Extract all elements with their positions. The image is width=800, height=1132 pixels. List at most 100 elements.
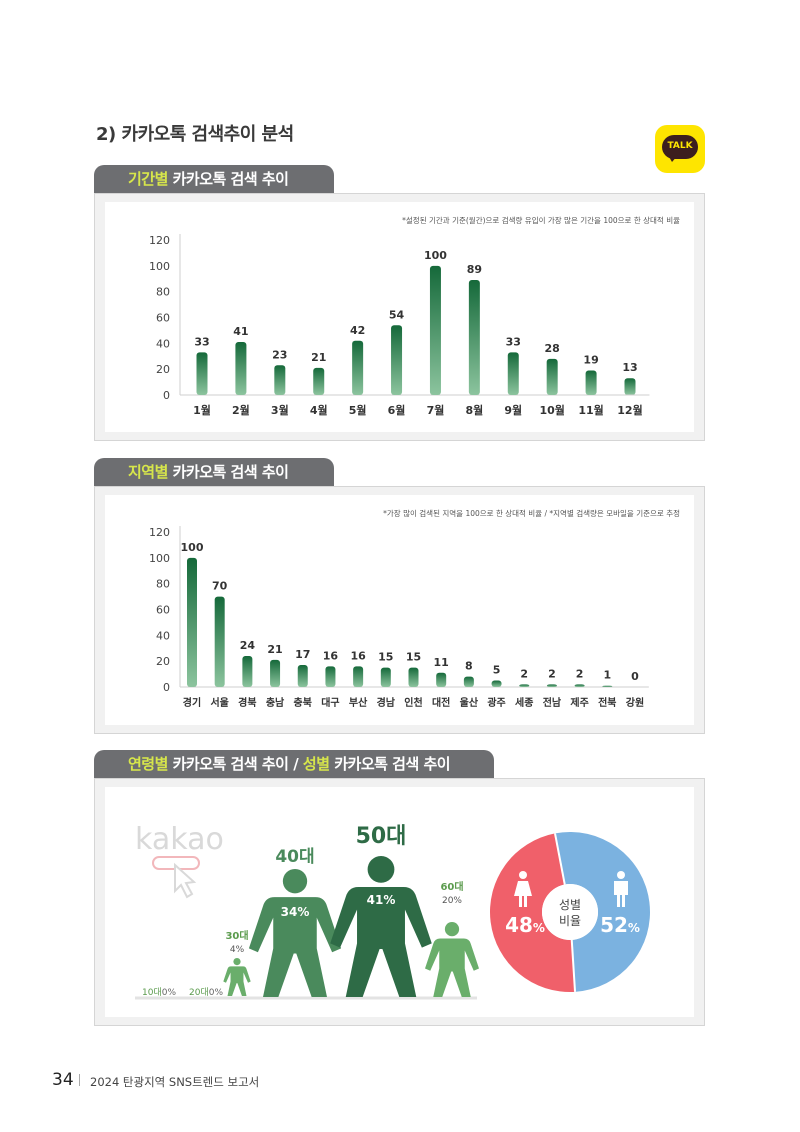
bar: [574, 684, 585, 687]
bar-value-label: 70: [212, 580, 228, 593]
x-category-label: 전남: [543, 696, 562, 709]
x-category-label: 11월: [578, 403, 603, 417]
bar: [602, 685, 613, 687]
regional-tab-highlight: 지역별: [128, 463, 168, 481]
x-category-label: 6월: [388, 403, 406, 417]
page-number: 34: [52, 1070, 74, 1090]
y-tick-label: 120: [149, 234, 170, 247]
regional-bar-chart: 020406080100120100경기70서울24경북21충남17충북16대구…: [149, 526, 649, 709]
x-category-label: 서울: [210, 696, 228, 709]
bar-value-label: 21: [311, 351, 326, 364]
footer-divider: [79, 1074, 80, 1086]
bar: [196, 352, 208, 395]
bar: [463, 676, 474, 687]
bar-value-label: 2: [576, 667, 584, 680]
footer-title: 2024 탄광지역 SNS트렌드 보고서: [90, 1075, 260, 1089]
bar: [436, 672, 447, 687]
x-category-label: 9월: [504, 403, 522, 417]
x-category-label: 대구: [321, 696, 339, 709]
bar-value-label: 8: [465, 660, 473, 673]
bar: [519, 684, 530, 687]
monthly-section-tab: 기간별 카카오톡 검색 추이: [94, 165, 334, 193]
age-tab-highlight: 연령별: [128, 755, 168, 773]
monthly-tab-text: 카카오톡 검색 추이: [167, 170, 289, 188]
bar-value-label: 89: [467, 263, 482, 276]
bar-value-label: 2: [548, 667, 556, 680]
y-tick-label: 40: [156, 629, 170, 642]
bar: [274, 365, 286, 395]
bar-value-label: 16: [323, 649, 339, 662]
regional-note: *가장 많이 검색된 지역을 100으로 한 상대적 비율 / *지역별 검색량…: [383, 509, 680, 518]
age-group-label: 60대: [440, 880, 463, 893]
x-category-label: 제주: [570, 696, 588, 709]
monthly-bar-chart: 0 20 40 60 80 100 120 33 1월 41 2월 23 3월 21 4월 42 5월 54 6월 1…: [149, 234, 650, 417]
x-category-label: 8월: [465, 403, 483, 417]
page-heading: 2) 카카오톡 검색추이 분석: [96, 124, 294, 145]
age-percent-label: 41%: [367, 893, 396, 907]
x-category-label: 인천: [404, 696, 422, 709]
monthly-panel: *설정된 기간과 기준(월간)으로 검색량 유입이 가장 많은 기간을 100으…: [94, 193, 705, 441]
bar-value-label: 15: [378, 651, 393, 664]
age-percent-label: 20%: [442, 896, 462, 906]
bar-value-label: 15: [406, 651, 421, 664]
bar: [352, 340, 364, 395]
x-category-label: 충남: [266, 696, 285, 709]
monthly-tab-highlight: 기간별: [128, 170, 168, 188]
bar-value-label: 33: [506, 335, 521, 348]
x-category-label: 경기: [183, 696, 201, 709]
bar-value-label: 54: [389, 308, 405, 321]
y-tick-label: 100: [149, 552, 170, 565]
age-group-label: 50대: [356, 824, 407, 849]
y-tick-label: 100: [149, 260, 170, 273]
x-category-label: 10월: [539, 403, 564, 417]
regional-section-tab: 지역별 카카오톡 검색 추이: [94, 458, 334, 486]
age-group-label: 40대: [275, 847, 314, 867]
x-category-label: 울산: [460, 696, 479, 709]
x-category-label: 2월: [232, 403, 250, 417]
bar-value-label: 100: [424, 249, 447, 262]
kakaotalk-logo-icon: TALK: [655, 125, 705, 173]
bar-value-label: 16: [350, 649, 366, 662]
bar: [325, 666, 336, 687]
bar: [624, 378, 636, 395]
x-category-label: 5월: [349, 403, 367, 417]
y-tick-label: 0: [163, 389, 170, 402]
bar-value-label: 28: [545, 342, 560, 355]
kakao-watermark: kakao: [135, 822, 224, 857]
donut-center: [542, 884, 598, 940]
bar-value-label: 33: [194, 335, 209, 348]
bar: [380, 667, 391, 687]
bar-value-label: 17: [295, 648, 310, 661]
age-group-label: 10대0%: [142, 987, 176, 998]
y-tick-label: 120: [149, 526, 170, 539]
bar: [507, 352, 519, 395]
bar: [585, 370, 597, 395]
x-category-label: 충북: [294, 696, 312, 709]
bar: [214, 596, 225, 687]
bar: [546, 684, 557, 687]
x-category-label: 1월: [193, 403, 211, 417]
person-figure-50대-icon: [330, 856, 432, 997]
bar: [429, 265, 441, 395]
bar-value-label: 23: [272, 348, 287, 361]
bar: [270, 659, 281, 687]
bar-value-label: 21: [267, 643, 282, 656]
female-percent-label: 48%: [505, 913, 545, 937]
age-group-label: 30대: [225, 929, 248, 942]
female-icon: [514, 871, 532, 907]
x-category-label: 3월: [271, 403, 289, 417]
bar-value-label: 42: [350, 324, 365, 337]
y-tick-label: 40: [156, 337, 170, 350]
y-tick-label: 60: [156, 312, 170, 325]
x-category-label: 4월: [310, 403, 328, 417]
pie-slice-female: [490, 833, 576, 992]
x-category-label: 전북: [598, 696, 616, 709]
bar-value-label: 5: [493, 664, 501, 677]
x-category-label: 세종: [515, 696, 533, 709]
bar-value-label: 11: [434, 656, 449, 669]
x-category-label: 7월: [427, 403, 445, 417]
person-figure-60대-icon: [425, 922, 479, 997]
age-percent-label: 34%: [281, 905, 310, 919]
demographic-section-tab: 연령별 카카오톡 검색 추이 / 성별 카카오톡 검색 추이: [94, 750, 494, 778]
x-category-label: 12월: [617, 403, 642, 417]
